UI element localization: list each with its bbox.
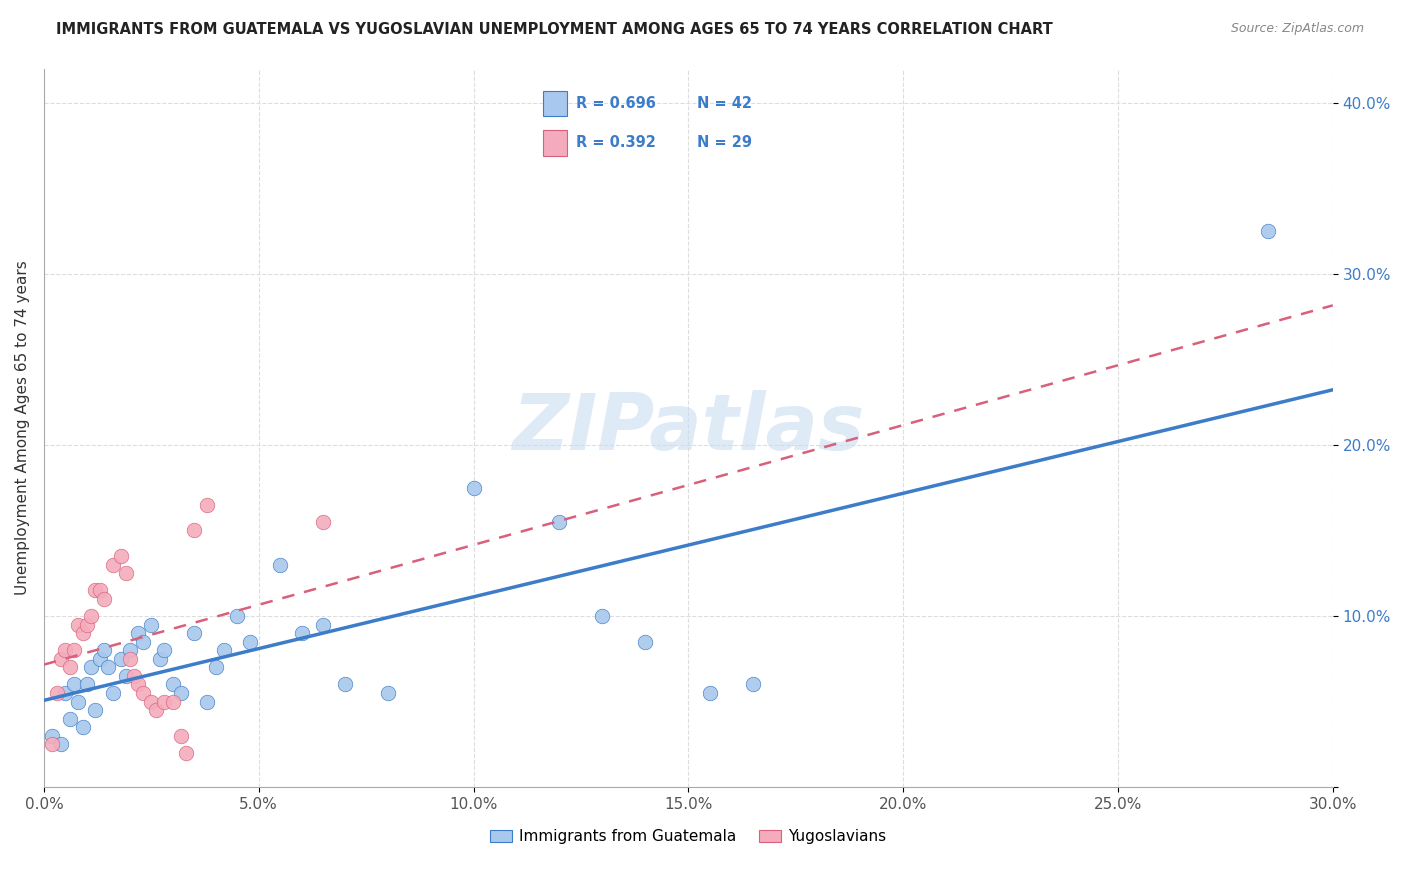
Point [312,515,335,529]
Point [162,695,184,709]
Point [72,720,94,734]
Point [84,703,107,717]
Text: ZIPatlas: ZIPatlas [512,390,865,466]
Point [195,498,218,512]
Point [49,652,72,666]
Point [53,686,76,700]
Point [1257,224,1279,238]
Point [195,695,218,709]
Point [183,626,205,640]
Point [634,634,657,648]
Point [101,686,124,700]
Point [183,524,205,538]
Point [67,617,90,632]
Point [59,712,82,726]
Point [239,634,262,648]
Point [89,652,111,666]
Point [131,634,153,648]
Point [118,643,141,657]
Point [463,481,485,495]
Point [170,729,193,743]
Point [127,626,149,640]
Point [110,652,132,666]
Point [80,609,103,624]
Legend: Immigrants from Guatemala, Yugoslavians: Immigrants from Guatemala, Yugoslavians [491,830,887,844]
Point [291,626,314,640]
Point [214,643,236,657]
Y-axis label: Unemployment Among Ages 65 to 74 years: Unemployment Among Ages 65 to 74 years [15,260,30,595]
Point [127,677,149,691]
Point [741,677,763,691]
Point [101,558,124,572]
Point [377,686,399,700]
Point [53,643,76,657]
Text: R = 0.696: R = 0.696 [576,96,657,112]
Point [45,686,67,700]
FancyBboxPatch shape [543,130,567,156]
Point [548,515,571,529]
Point [591,609,613,624]
Point [153,643,176,657]
Point [269,558,291,572]
Point [72,626,94,640]
Point [141,617,163,632]
Text: IMMIGRANTS FROM GUATEMALA VS YUGOSLAVIAN UNEMPLOYMENT AMONG AGES 65 TO 74 YEARS : IMMIGRANTS FROM GUATEMALA VS YUGOSLAVIAN… [56,22,1053,37]
Point [93,643,115,657]
Point [145,703,167,717]
Point [41,729,63,743]
Text: N = 29: N = 29 [697,136,752,151]
Point [162,677,184,691]
Point [76,617,98,632]
Text: N = 42: N = 42 [697,96,752,112]
FancyBboxPatch shape [543,91,567,116]
Point [67,695,90,709]
Point [110,549,132,563]
Point [333,677,356,691]
Point [114,566,136,581]
Point [97,660,120,674]
Point [80,660,103,674]
Point [141,695,163,709]
Point [312,617,335,632]
Point [131,686,153,700]
Point [89,583,111,598]
Text: Source: ZipAtlas.com: Source: ZipAtlas.com [1230,22,1364,36]
Point [84,583,107,598]
Point [49,737,72,751]
Text: R = 0.392: R = 0.392 [576,136,657,151]
Point [174,746,197,760]
Point [63,643,86,657]
Point [41,737,63,751]
Point [204,660,226,674]
Point [122,669,145,683]
Point [93,591,115,606]
Point [114,669,136,683]
Point [149,652,172,666]
Point [699,686,721,700]
Point [153,695,176,709]
Point [170,686,193,700]
Point [63,677,86,691]
Point [226,609,249,624]
Point [59,660,82,674]
Point [76,677,98,691]
Point [118,652,141,666]
